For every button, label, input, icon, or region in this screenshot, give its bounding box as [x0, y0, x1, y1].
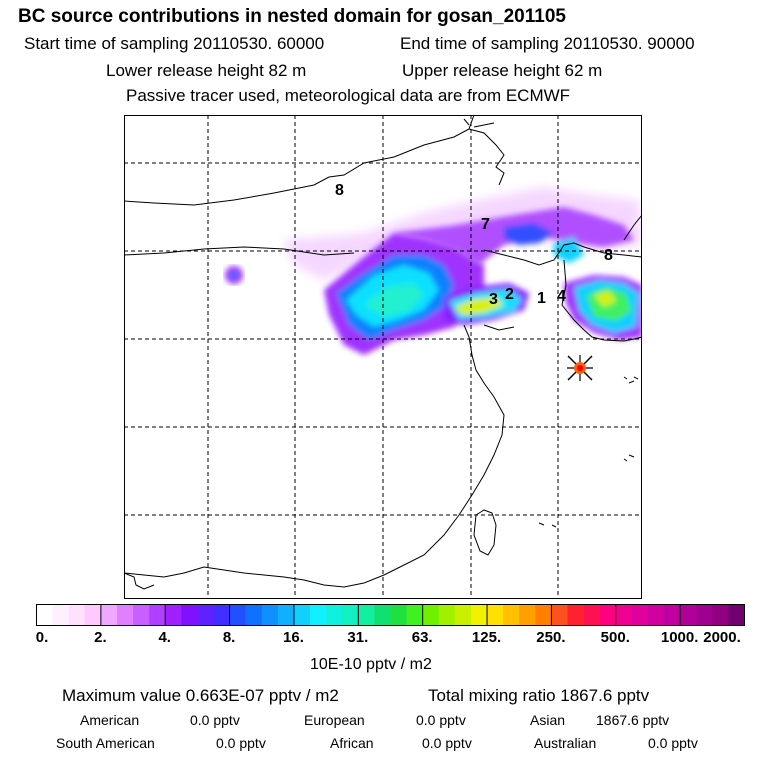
grid-lines	[124, 115, 642, 599]
colorbar-cell	[52, 604, 69, 626]
colorbar-cell	[406, 604, 423, 626]
colorbar-cell	[454, 604, 472, 626]
map-plot: 8 7 8 3 2 1 4	[124, 115, 642, 599]
colorbar-cell	[374, 604, 391, 626]
colorbar-tick-label: 250.	[536, 629, 566, 646]
footer-region-label: Australian	[534, 735, 597, 751]
colorbar-cell	[36, 604, 53, 626]
region-label: 1	[537, 290, 546, 307]
footer-region-value: 0.0 pptv	[190, 712, 240, 728]
region-label: 7	[481, 216, 490, 233]
coastlines	[124, 115, 642, 590]
colorbar-cell	[583, 604, 600, 626]
colorbar-tick-label: 2000.	[703, 629, 741, 646]
colorbar-cell	[149, 604, 166, 626]
colorbar-tick-label: 16.	[283, 629, 304, 646]
colorbar-tick-label: 2.	[94, 629, 107, 646]
footer-region-label: Asian	[530, 712, 566, 728]
region-label: 8	[604, 247, 613, 264]
footer-region-label: South American	[56, 735, 155, 751]
colorbar-tick-label: 4.	[158, 629, 171, 646]
colorbar-tick-label: 1000.	[660, 629, 699, 646]
colorbar-cell	[551, 604, 568, 626]
chart-title: BC source contributions in nested domain…	[18, 6, 566, 27]
plume-west	[324, 233, 529, 355]
receptor-marker	[567, 355, 593, 381]
upper-release-label: Upper release height 62 m	[402, 61, 603, 80]
colorbar-cell	[438, 604, 456, 626]
footer-region-label: African	[330, 735, 374, 751]
colorbar-cell	[422, 604, 440, 626]
region-label: 3	[489, 291, 498, 308]
colorbar-tick-label: 500.	[600, 629, 630, 646]
lower-release-label: Lower release height 82 m	[106, 61, 307, 80]
start-time-label: Start time of sampling 20110530. 60000	[24, 34, 325, 53]
colorbar-cell	[165, 604, 182, 626]
colorbar-cell	[245, 604, 263, 626]
region-label: 8	[335, 182, 344, 199]
footer-region-value: 1867.6 pptv	[596, 712, 670, 728]
colorbar-cell	[342, 604, 359, 626]
footer-region-value: 0.0 pptv	[648, 735, 698, 751]
colorbar-cell	[133, 604, 150, 626]
plume-small	[225, 266, 243, 284]
colorbar-cell	[664, 604, 681, 626]
colorbar-cell	[728, 604, 745, 626]
colorbar-cell	[519, 604, 536, 626]
region-label: 4	[557, 288, 566, 305]
colorbar-cell	[326, 604, 343, 626]
colorbar-cell	[213, 604, 230, 626]
colorbar-cell	[84, 604, 102, 626]
colorbar-cell	[68, 604, 86, 626]
colorbar-cell	[293, 604, 311, 626]
colorbar-cell	[631, 604, 649, 626]
colorbar-cell	[615, 604, 633, 626]
colorbar-cell	[696, 604, 713, 626]
colorbar-cell	[567, 604, 584, 626]
colorbar-tick-label: 8.	[222, 629, 236, 646]
colorbar-cell	[261, 604, 279, 626]
colorbar-cell	[487, 604, 504, 626]
colorbar	[36, 604, 745, 626]
colorbar-cell	[100, 604, 118, 626]
colorbar-unit-label: 10E-10 pptv / m2	[310, 656, 432, 673]
region-label: 2	[505, 286, 514, 303]
colorbar-cell	[647, 604, 665, 626]
footer-region-value: 0.0 pptv	[216, 735, 266, 751]
plume-east	[564, 275, 642, 340]
colorbar-cell	[680, 604, 697, 626]
plot-frame	[124, 115, 642, 599]
colorbar-cell	[535, 604, 552, 626]
colorbar-cell	[358, 604, 375, 626]
colorbar-cell	[390, 604, 407, 626]
footer-region-label: American	[80, 712, 140, 728]
colorbar-cell	[310, 604, 327, 626]
colorbar-cell	[503, 604, 520, 626]
colorbar-tick-label: 63.	[411, 629, 433, 646]
colorbar-tick-label: 31.	[347, 629, 369, 646]
colorbar-cell	[712, 604, 729, 626]
footer-region-value: 0.0 pptv	[416, 712, 466, 728]
footer-region-value: 0.0 pptv	[422, 735, 472, 751]
colorbar-cell	[229, 604, 246, 626]
end-time-label: End time of sampling 20110530. 90000	[400, 34, 695, 53]
concentration-field	[225, 187, 642, 355]
total-mixing-label: Total mixing ratio 1867.6 pptv	[428, 686, 650, 705]
colorbar-cell	[599, 604, 617, 626]
colorbar-cell	[181, 604, 198, 626]
footer-region-label: European	[304, 712, 365, 728]
colorbar-cell	[197, 604, 214, 626]
colorbar-cell	[116, 604, 134, 626]
colorbar-cell	[470, 604, 488, 626]
max-value-label: Maximum value 0.663E-07 pptv / m2	[62, 686, 339, 705]
colorbar-tick-label: 0.	[35, 629, 49, 646]
tracer-note: Passive tracer used, meteorological data…	[126, 86, 571, 105]
colorbar-tick-label: 125.	[471, 629, 502, 646]
colorbar-cell	[277, 604, 295, 626]
